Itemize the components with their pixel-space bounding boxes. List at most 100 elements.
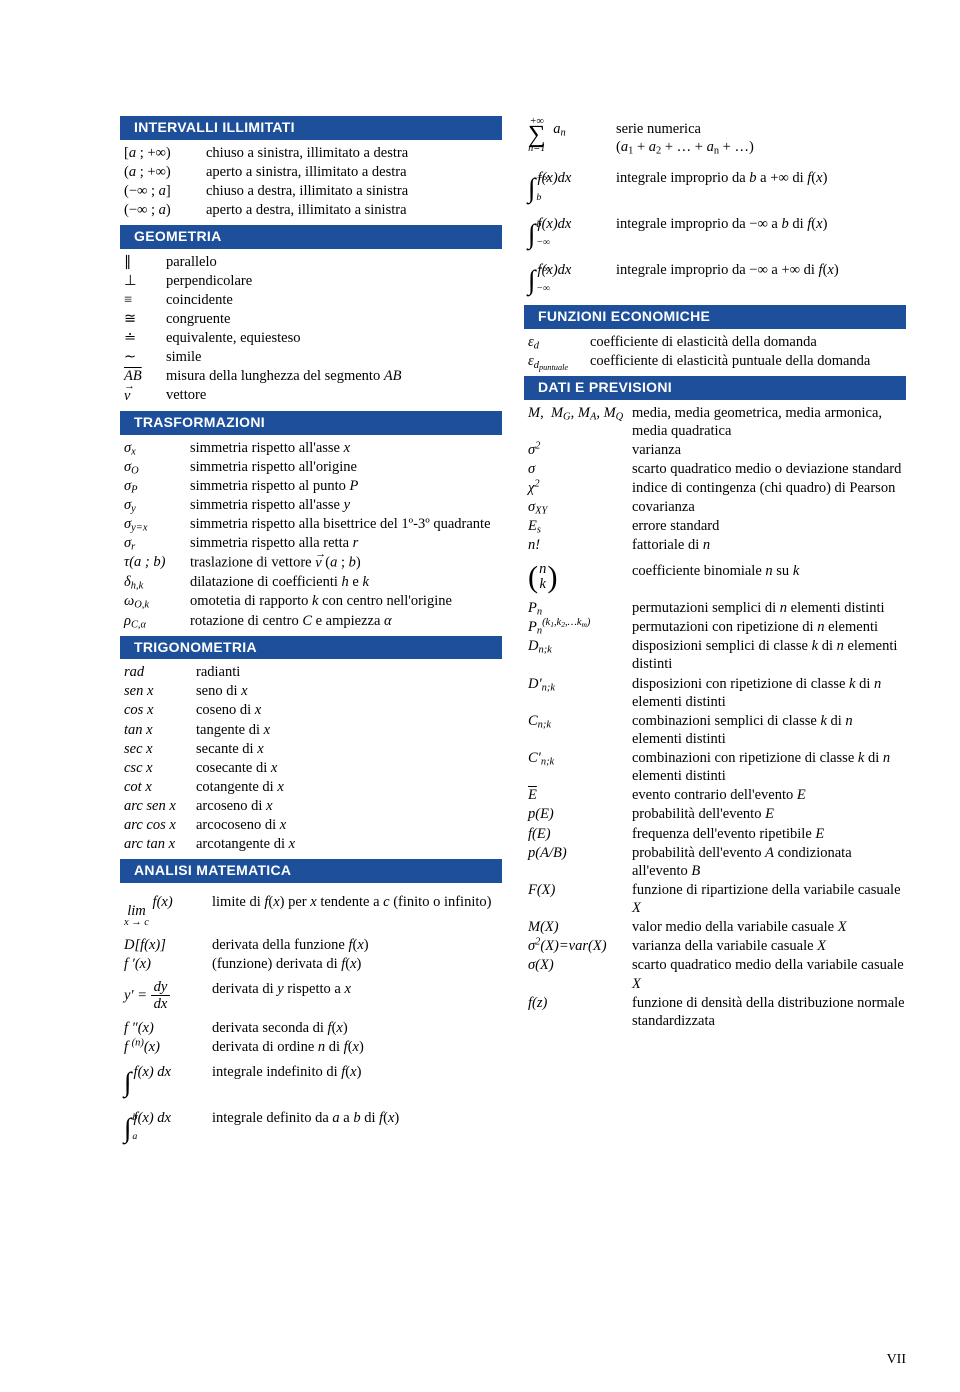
entry: ∫f(x) dx integrale indefinito di f(x) bbox=[124, 1057, 502, 1102]
desc: simmetria rispetto alla retta r bbox=[190, 534, 502, 552]
header-trigonometria: TRIGONOMETRIA bbox=[120, 636, 502, 660]
entry: Dn;kdisposizioni semplici di classe k di… bbox=[528, 637, 906, 673]
desc: funzione di ripartizione della variabile… bbox=[632, 881, 906, 917]
sym: f(z) bbox=[528, 994, 624, 1012]
left-column: INTERVALLI ILLIMITATI [a ; +∞)chiuso a s… bbox=[120, 110, 502, 1352]
entry: sec x secante di x bbox=[124, 740, 502, 758]
desc: integrale indefinito di f(x) bbox=[212, 1063, 502, 1081]
desc: fattoriale di n bbox=[632, 536, 906, 554]
sym: D[f(x)] bbox=[124, 936, 204, 954]
entry: τ(a ; b)traslazione di vettore v (a ; b) bbox=[124, 553, 502, 572]
desc: varianza della variabile casuale X bbox=[632, 937, 906, 955]
entry: ⊥perpendicolare bbox=[124, 272, 502, 290]
sym: rad bbox=[124, 663, 188, 681]
sym: sec x bbox=[124, 740, 188, 758]
desc: equivalente, equiesteso bbox=[166, 329, 502, 347]
trasformazioni-list: σxsimmetria rispetto all'asse x σOsimmet… bbox=[120, 439, 502, 630]
entry: radradianti bbox=[124, 663, 502, 681]
sym: M(X) bbox=[528, 918, 624, 936]
sym: f ″(x) bbox=[124, 1019, 204, 1037]
sym: ∫baf(x) dx bbox=[124, 1109, 204, 1142]
entry: (−∞ ; a]chiuso a destra, illimitato a si… bbox=[124, 182, 502, 200]
entry: (nk)coefficiente binomiale n su k bbox=[528, 556, 906, 598]
desc: frequenza dell'evento ripetibile E bbox=[632, 825, 906, 843]
desc: derivata di y rispetto a x bbox=[212, 980, 502, 998]
sym: ⊥ bbox=[124, 272, 158, 290]
sym: σy bbox=[124, 496, 182, 514]
sym: f (n)(x) bbox=[124, 1038, 204, 1056]
sym: arc tan x bbox=[124, 835, 188, 853]
right-column: ∑+∞n=1 anserie numerica(a1 + a2 + … + an… bbox=[524, 110, 906, 1352]
entry: F(X)funzione di ripartizione della varia… bbox=[528, 881, 906, 917]
desc: disposizioni semplici di classe k di n e… bbox=[632, 637, 906, 673]
entry: χ2indice di contingenza (chi quadro) di … bbox=[528, 479, 906, 497]
entry: f(E)frequenza dell'evento ripetibile E bbox=[528, 825, 906, 843]
desc: evento contrario dell'evento E bbox=[632, 786, 906, 804]
desc: seno di x bbox=[196, 682, 502, 700]
entry: ∫b−∞f(x)dxintegrale improprio da −∞ a b … bbox=[528, 209, 906, 254]
desc: coincidente bbox=[166, 291, 502, 309]
sym: σr bbox=[124, 534, 182, 552]
desc: scarto quadratico medio della variabile … bbox=[632, 956, 906, 992]
sym: ≐ bbox=[124, 329, 158, 347]
entry: f ″(x)derivata seconda di f(x) bbox=[124, 1019, 502, 1037]
sym: ρC,α bbox=[124, 612, 182, 630]
sym: p(E) bbox=[528, 805, 624, 823]
entry: n!fattoriale di n bbox=[528, 536, 906, 554]
entry: cot xcotangente di x bbox=[124, 778, 502, 796]
sym: arc cos x bbox=[124, 816, 188, 834]
entry: σ2(X)=var(X)varianza della variabile cas… bbox=[528, 937, 906, 955]
desc: omotetia di rapporto k con centro nell'o… bbox=[190, 592, 502, 610]
sym: εdpuntuale bbox=[528, 352, 582, 370]
sym: σP bbox=[124, 477, 182, 495]
entry: ≡coincidente bbox=[124, 291, 502, 309]
dati-list: M, MG, MA, MQmedia, media geometrica, me… bbox=[524, 404, 906, 1030]
desc: integrale improprio da b a +∞ di f(x) bbox=[616, 169, 906, 187]
entry: εdpuntuale coefficiente di elasticità pun… bbox=[528, 352, 906, 370]
entry: σy=xsimmetria rispetto alla bisettrice d… bbox=[124, 515, 502, 533]
desc: varianza bbox=[632, 441, 906, 459]
entry: ∼simile bbox=[124, 348, 502, 366]
entry: f ′(x)(funzione) derivata di f(x) bbox=[124, 955, 502, 973]
desc: limite di f(x) per x tendente a c (finit… bbox=[212, 893, 502, 911]
sym: σy=x bbox=[124, 515, 182, 533]
desc: misura della lunghezza del segmento AB bbox=[166, 367, 502, 385]
analisi-list: limx → c f(x) limite di f(x) per x tenden… bbox=[120, 887, 502, 1148]
desc: combinazioni semplici di classe k di n e… bbox=[632, 712, 906, 748]
desc: tangente di x bbox=[196, 721, 502, 739]
entry: ≐ equivalente, equiesteso bbox=[124, 329, 502, 347]
entry: vvettore bbox=[124, 386, 502, 405]
sym: σ2 bbox=[528, 441, 624, 459]
desc: coefficiente di elasticità puntuale dell… bbox=[590, 352, 906, 370]
entry: y′ = dydxderivata di y rispetto a x bbox=[124, 974, 502, 1018]
sym: Es bbox=[528, 517, 624, 535]
entry: csc xcosecante di x bbox=[124, 759, 502, 777]
desc: simmetria rispetto al punto P bbox=[190, 477, 502, 495]
desc: secante di x bbox=[196, 740, 502, 758]
sym: (nk) bbox=[528, 562, 624, 592]
entry: σxsimmetria rispetto all'asse x bbox=[124, 439, 502, 457]
entry: ρC,αrotazione di centro C e ampiezza α bbox=[124, 612, 502, 630]
desc: scarto quadratico medio o deviazione sta… bbox=[632, 460, 906, 478]
sym: C′n;k bbox=[528, 749, 624, 767]
header-funzioni: FUNZIONI ECONOMICHE bbox=[524, 305, 906, 329]
entry: σysimmetria rispetto all'asse y bbox=[124, 496, 502, 514]
entry: Pnpermutazioni semplici di n elementi di… bbox=[528, 599, 906, 617]
desc: coseno di x bbox=[196, 701, 502, 719]
entry: σXYcovarianza bbox=[528, 498, 906, 516]
desc: congruente bbox=[166, 310, 502, 328]
sym: ∫f(x) dx bbox=[124, 1063, 204, 1096]
entry: D[f(x)]derivata della funzione f(x) bbox=[124, 936, 502, 954]
entry: (a ; +∞)aperto a sinistra, illimitato a … bbox=[124, 163, 502, 181]
sym: σx bbox=[124, 439, 182, 457]
sym: χ2 bbox=[528, 479, 624, 497]
header-analisi: ANALISI MATEMATICA bbox=[120, 859, 502, 883]
entry: ωO,komotetia di rapporto k con centro ne… bbox=[124, 592, 502, 610]
sym: ∥ bbox=[124, 253, 158, 271]
sym: limx → c f(x) bbox=[124, 893, 204, 929]
desc: traslazione di vettore v (a ; b) bbox=[190, 553, 502, 572]
sym: M, MG, MA, MQ bbox=[528, 404, 624, 422]
entry: Pn(k1,k2,…km)permutazioni con ripetizion… bbox=[528, 618, 906, 636]
sym: ∫+∞bf(x)dx bbox=[528, 169, 608, 202]
entry: f(z)funzione di densità della distribuzi… bbox=[528, 994, 906, 1030]
